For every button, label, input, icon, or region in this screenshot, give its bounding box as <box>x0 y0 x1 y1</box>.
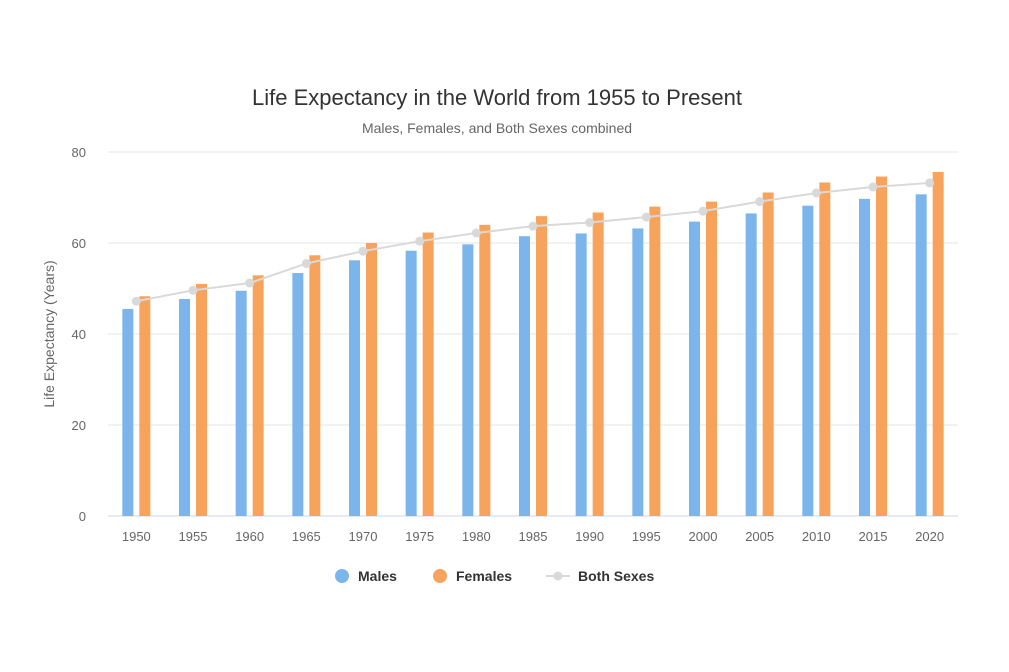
legend-label: Females <box>456 568 512 584</box>
grid-lines <box>108 151 958 517</box>
bar-males[interactable] <box>745 213 757 517</box>
point-both-sexes[interactable] <box>245 278 255 288</box>
bar-females[interactable] <box>422 232 434 516</box>
legend-dot-symbol <box>335 569 349 583</box>
x-tick-label: 1980 <box>462 529 491 544</box>
point-both-sexes[interactable] <box>471 228 481 238</box>
point-both-sexes[interactable] <box>188 285 198 295</box>
legend-label: Both Sexes <box>578 568 654 584</box>
point-both-sexes[interactable] <box>528 221 538 231</box>
x-tick-label: 1960 <box>235 529 264 544</box>
bar-males[interactable] <box>632 228 644 516</box>
x-tick-label: 1950 <box>122 529 151 544</box>
bar-females[interactable] <box>139 296 151 516</box>
point-both-sexes[interactable] <box>925 178 935 188</box>
bar-females[interactable] <box>479 224 491 517</box>
bar-females[interactable] <box>366 243 377 516</box>
bar-males[interactable] <box>349 260 360 516</box>
x-tick-label: 2020 <box>915 529 944 544</box>
bar-males[interactable] <box>859 198 870 517</box>
legend-label: Males <box>358 568 397 584</box>
y-axis-title: Life Expectancy (Years) <box>41 260 57 407</box>
y-tick-label: 60 <box>72 236 86 251</box>
chart-subtitle: Males, Females, and Both Sexes combined <box>362 120 632 136</box>
bar-females[interactable] <box>252 275 264 516</box>
x-axis-ticks: 1950 1955 1960 1965 1970 1975 1980 1985 1990 1995… <box>122 529 944 544</box>
point-both-sexes[interactable] <box>585 218 595 228</box>
bar-females[interactable] <box>649 206 661 516</box>
point-both-sexes[interactable] <box>641 212 651 222</box>
x-tick-label: 2000 <box>689 529 718 544</box>
bar-males[interactable] <box>122 308 134 516</box>
bar-males[interactable] <box>292 273 304 516</box>
point-both-sexes[interactable] <box>868 182 878 192</box>
x-tick-label: 1955 <box>179 529 208 544</box>
legend-item-both-sexes[interactable]: Both Sexes <box>546 568 654 584</box>
legend-point-symbol <box>553 571 563 581</box>
bar-males[interactable] <box>689 221 700 517</box>
legend-item-males[interactable]: Males <box>335 568 397 584</box>
bar-males[interactable] <box>179 298 190 516</box>
bar-males[interactable] <box>915 194 927 516</box>
bars <box>122 172 944 517</box>
point-both-sexes[interactable] <box>698 206 708 216</box>
point-both-sexes[interactable] <box>301 258 311 268</box>
point-both-sexes[interactable] <box>131 296 141 306</box>
bar-males[interactable] <box>519 236 530 517</box>
both-sexes-line <box>131 178 935 306</box>
x-tick-label: 2010 <box>802 529 831 544</box>
bar-females[interactable] <box>876 176 887 516</box>
x-tick-label: 1965 <box>292 529 321 544</box>
legend-dot-symbol <box>433 569 447 583</box>
x-tick-label: 2005 <box>745 529 774 544</box>
bar-females[interactable] <box>932 172 944 516</box>
x-tick-label: 1990 <box>575 529 604 544</box>
bar-females[interactable] <box>592 212 604 516</box>
bar-females[interactable] <box>706 201 717 516</box>
bar-males[interactable] <box>405 250 417 517</box>
x-tick-label: 1970 <box>349 529 378 544</box>
bar-males[interactable] <box>802 205 814 516</box>
bar-females[interactable] <box>536 216 547 516</box>
bar-males[interactable] <box>575 233 587 516</box>
point-both-sexes[interactable] <box>811 188 821 198</box>
x-tick-label: 1995 <box>632 529 661 544</box>
y-tick-label: 0 <box>79 509 86 524</box>
legend-item-females[interactable]: Females <box>433 568 512 584</box>
y-tick-label: 20 <box>72 418 86 433</box>
x-tick-label: 2015 <box>859 529 888 544</box>
bar-females[interactable] <box>819 182 831 517</box>
y-tick-label: 40 <box>72 327 86 342</box>
x-tick-label: 1975 <box>405 529 434 544</box>
x-tick-label: 1985 <box>519 529 548 544</box>
bar-females[interactable] <box>762 192 774 516</box>
chart-title: Life Expectancy in the World from 1955 t… <box>252 85 742 110</box>
bar-females[interactable] <box>309 255 321 516</box>
y-axis-ticks: 0 20 40 60 80 <box>72 145 86 524</box>
bar-males[interactable] <box>235 290 247 516</box>
y-tick-label: 80 <box>72 145 86 160</box>
bar-females[interactable] <box>196 283 207 516</box>
bar-males[interactable] <box>462 244 474 517</box>
legend[interactable]: Males Females Both Sexes <box>335 568 654 584</box>
point-both-sexes[interactable] <box>358 246 368 256</box>
point-both-sexes[interactable] <box>755 197 765 207</box>
point-both-sexes[interactable] <box>415 236 425 246</box>
